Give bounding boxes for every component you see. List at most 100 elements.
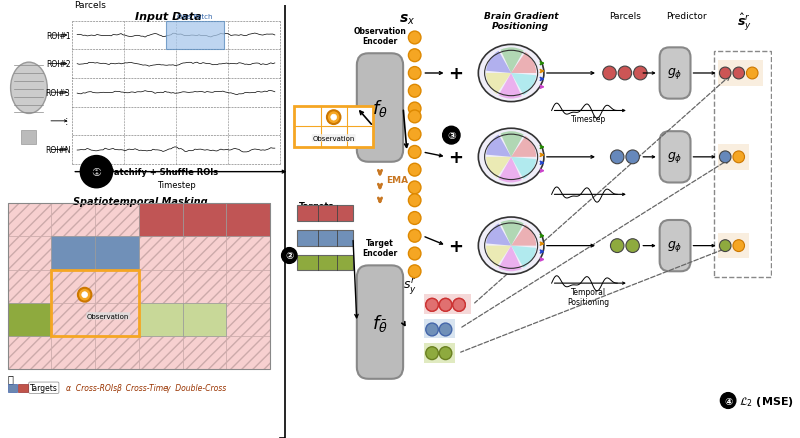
Circle shape: [409, 265, 421, 278]
Text: +: +: [448, 148, 462, 166]
Text: $f_\theta$: $f_\theta$: [372, 98, 388, 119]
Circle shape: [409, 111, 421, 124]
Bar: [424, 319, 455, 339]
Wedge shape: [501, 132, 524, 158]
Text: $g_\phi$: $g_\phi$: [667, 239, 682, 254]
Bar: [718, 233, 750, 259]
FancyBboxPatch shape: [357, 54, 403, 162]
Text: +: +: [448, 237, 462, 255]
Bar: [72, 21, 280, 164]
Wedge shape: [486, 74, 511, 95]
Wedge shape: [486, 52, 511, 74]
Bar: [8, 303, 51, 336]
Circle shape: [610, 151, 624, 164]
Wedge shape: [498, 74, 522, 99]
Text: Targets: Targets: [299, 202, 334, 211]
Text: Temporal
Positioning: Temporal Positioning: [567, 287, 610, 307]
Text: α  Cross-ROIs: α Cross-ROIs: [66, 383, 117, 392]
Circle shape: [409, 49, 421, 63]
Text: $\hat{\boldsymbol{s}}_y^r$: $\hat{\boldsymbol{s}}_y^r$: [737, 12, 752, 33]
Text: +: +: [448, 65, 462, 83]
Wedge shape: [498, 158, 522, 183]
Circle shape: [721, 393, 736, 409]
Circle shape: [719, 152, 731, 163]
Circle shape: [442, 127, 460, 145]
Circle shape: [409, 182, 421, 194]
Text: ⋮: ⋮: [62, 117, 70, 126]
Text: ROI#1: ROI#1: [46, 32, 70, 40]
Circle shape: [439, 299, 452, 311]
Circle shape: [409, 194, 421, 207]
Bar: [95, 237, 139, 270]
Bar: [166, 21, 224, 50]
Bar: [139, 204, 182, 237]
Bar: [182, 303, 226, 336]
Bar: [182, 237, 226, 270]
Wedge shape: [486, 224, 511, 246]
Text: Timestep: Timestep: [570, 115, 606, 124]
FancyBboxPatch shape: [660, 132, 690, 183]
Bar: [226, 303, 270, 336]
Bar: [718, 61, 763, 87]
Circle shape: [626, 151, 639, 164]
Circle shape: [746, 68, 758, 80]
Bar: [139, 336, 182, 369]
Bar: [51, 270, 95, 303]
Bar: [182, 270, 226, 303]
Bar: [139, 303, 182, 336]
Text: ROI#2: ROI#2: [46, 60, 70, 69]
Text: $g_\phi$: $g_\phi$: [667, 150, 682, 165]
Circle shape: [439, 299, 452, 311]
Text: Observation: Observation: [87, 313, 130, 319]
Text: Timestep: Timestep: [157, 180, 195, 189]
Circle shape: [409, 212, 421, 225]
Wedge shape: [498, 246, 522, 272]
Bar: [226, 336, 270, 369]
Text: Predictor: Predictor: [666, 12, 707, 21]
Text: ROI#N: ROI#N: [45, 145, 70, 155]
Bar: [297, 255, 353, 271]
Circle shape: [733, 152, 745, 163]
Circle shape: [409, 164, 421, 177]
Circle shape: [409, 146, 421, 159]
Text: $f_{\bar{\theta}}$: $f_{\bar{\theta}}$: [372, 312, 388, 333]
Bar: [297, 206, 353, 222]
Text: $s_y^r$: $s_y^r$: [403, 276, 417, 295]
Text: EMA: EMA: [386, 176, 408, 184]
Bar: [226, 237, 270, 270]
Circle shape: [409, 103, 421, 116]
Text: ②: ②: [285, 251, 294, 261]
Bar: [294, 106, 374, 148]
Text: ③: ③: [447, 131, 456, 141]
Wedge shape: [486, 158, 511, 178]
Text: γ  Double-Cross: γ Double-Cross: [166, 383, 226, 392]
Circle shape: [330, 115, 337, 121]
FancyBboxPatch shape: [660, 48, 690, 99]
Text: ROI#3: ROI#3: [46, 88, 70, 98]
Bar: [51, 336, 95, 369]
Bar: [182, 204, 226, 237]
Wedge shape: [511, 74, 536, 96]
Bar: [182, 336, 226, 369]
Bar: [139, 270, 182, 303]
Wedge shape: [501, 48, 524, 74]
Bar: [51, 204, 95, 237]
Circle shape: [453, 299, 466, 311]
Bar: [8, 204, 51, 237]
Wedge shape: [511, 246, 536, 268]
Circle shape: [409, 67, 421, 80]
Circle shape: [626, 239, 639, 253]
Circle shape: [282, 248, 297, 264]
Circle shape: [82, 292, 87, 298]
Ellipse shape: [478, 129, 544, 186]
Bar: [718, 145, 750, 170]
Bar: [95, 303, 139, 336]
Text: $g_\phi$: $g_\phi$: [667, 66, 682, 81]
Bar: [8, 384, 18, 392]
Wedge shape: [486, 135, 511, 158]
Circle shape: [409, 230, 421, 243]
FancyBboxPatch shape: [357, 266, 403, 379]
Text: Observation
Encoder: Observation Encoder: [354, 27, 406, 46]
Text: Target
Encoder: Target Encoder: [362, 239, 398, 258]
Bar: [51, 237, 95, 270]
